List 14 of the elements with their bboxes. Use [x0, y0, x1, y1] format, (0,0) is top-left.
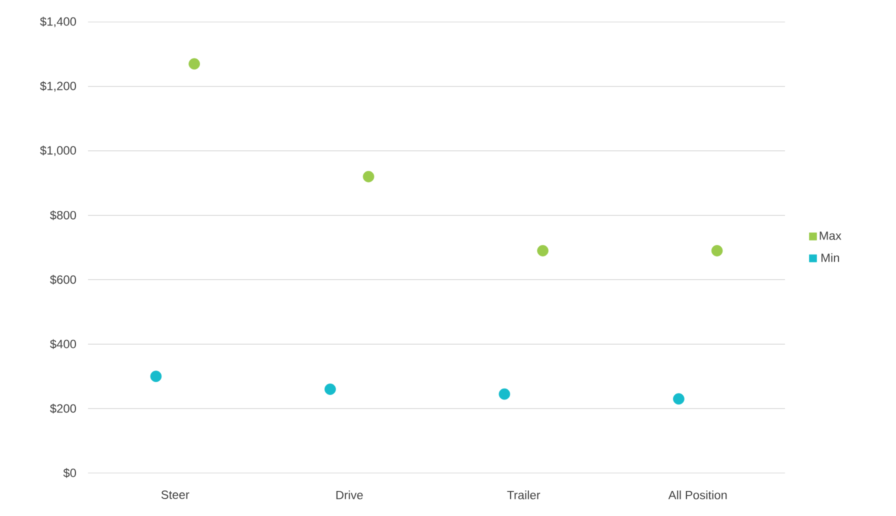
y-tick-label: $400 — [50, 339, 76, 349]
x-tick-label: Trailer — [507, 490, 540, 500]
x-tick-label: Drive — [336, 490, 363, 500]
y-tick-label: $1,200 — [40, 81, 76, 92]
legend-label: Max — [820, 232, 842, 240]
y-tick-label: $1,000 — [40, 146, 76, 156]
x-tick-label: All Position — [668, 490, 727, 500]
y-tick-label: $200 — [50, 404, 76, 414]
x-tick-label: Steer — [161, 490, 190, 499]
y-tick-label: $0 — [63, 468, 76, 478]
legend-label: Min — [822, 253, 840, 262]
y-tick-label: $1,400 — [40, 16, 76, 28]
y-tick-label: $600 — [50, 274, 76, 285]
y-tick-label: $800 — [50, 210, 76, 220]
